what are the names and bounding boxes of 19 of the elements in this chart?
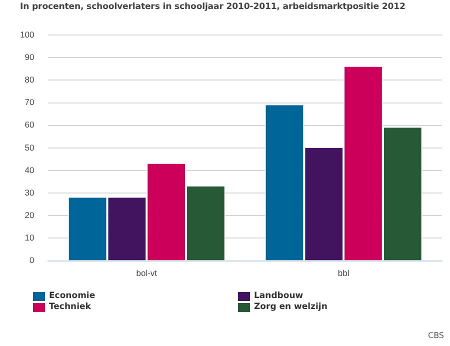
y-tick-label: 90 (24, 52, 34, 62)
y-tick-label: 40 (24, 164, 34, 175)
chart-title: In procenten, schoolverlaters in schooljaar 2010-2011, arbeidsmarktpositie 2012 (20, 2, 406, 12)
y-tick-label: 60 (24, 120, 34, 130)
legend-label: Economie (49, 291, 96, 301)
y-tick-label: 100 (20, 29, 34, 40)
y-tick-label: 50 (24, 142, 34, 152)
text: CBS (428, 331, 444, 340)
y-tick-label: 70 (24, 97, 34, 108)
y-tick-label: 0 (29, 255, 34, 266)
x-tick-label: bbl (338, 268, 350, 278)
y-tick-label: 10 (24, 232, 34, 243)
legend-label: Landbouw (254, 291, 304, 301)
y-tick-label: 80 (24, 74, 34, 85)
legend-label: Zorg en welzijn (254, 302, 328, 312)
y-tick-label: 20 (24, 210, 34, 220)
legend-label: Techniek (49, 302, 91, 312)
y-tick-label: 30 (24, 187, 34, 198)
x-tick-label: bol-vt (136, 268, 158, 278)
